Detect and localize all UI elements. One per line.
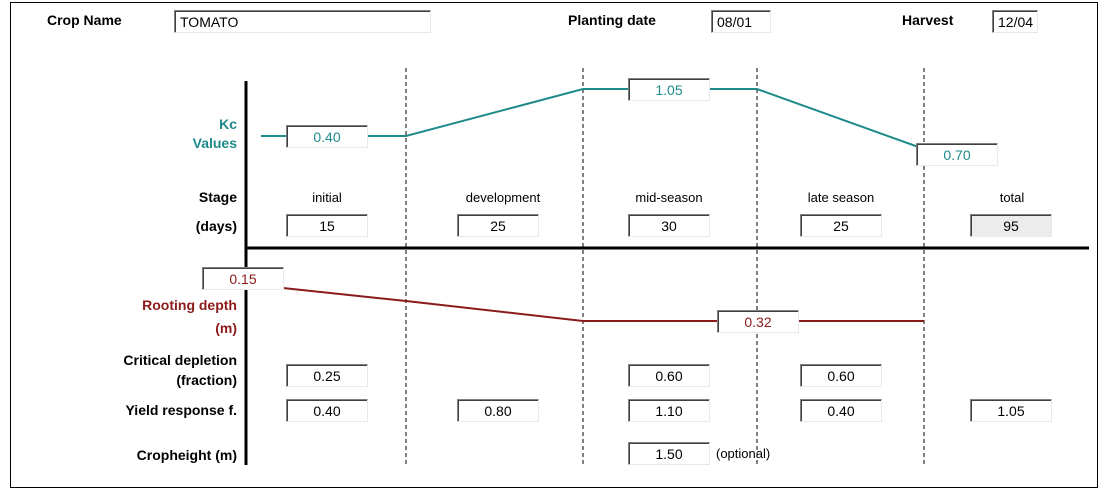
days-late-season-field[interactable]: 25: [800, 214, 882, 237]
stage-name-mid-season: mid-season: [635, 190, 703, 205]
harvest-date-field[interactable]: 12/04: [992, 10, 1038, 33]
kc-values-label-line1: Kc: [219, 116, 237, 132]
yield-response-late-field[interactable]: 0.40: [800, 399, 882, 422]
days-mid-season-field[interactable]: 30: [628, 214, 710, 237]
days-total-field: 95: [970, 214, 1052, 237]
kc-values-label-line2: Values: [192, 135, 237, 151]
rooting-depth-curve: [282, 287, 924, 322]
harvest-label: Harvest: [902, 12, 954, 28]
cropheight-field[interactable]: 1.50: [628, 442, 710, 465]
kc-mid-field[interactable]: 1.05: [628, 78, 710, 101]
planting-date-label: Planting date: [568, 12, 656, 28]
days-development-field[interactable]: 25: [457, 214, 539, 237]
yield-response-total-field[interactable]: 1.05: [970, 399, 1052, 422]
critical-depletion-label: Critical depletion: [123, 352, 237, 368]
kc-initial-field[interactable]: 0.40: [286, 125, 368, 148]
stage-name-total: total: [999, 190, 1025, 205]
rooting-depth-max-field[interactable]: 0.32: [717, 310, 799, 333]
stage-label: Stage: [198, 189, 237, 205]
days-initial-field[interactable]: 15: [286, 214, 368, 237]
yield-response-initial-field[interactable]: 0.40: [286, 399, 368, 422]
kc-end-field[interactable]: 0.70: [916, 143, 998, 166]
crop-name-label: Crop Name: [47, 12, 122, 28]
critical-depletion-unit-label: (fraction): [176, 372, 237, 388]
critical-depletion-late-field[interactable]: 0.60: [800, 364, 882, 387]
rooting-depth-unit-label: (m): [215, 320, 237, 336]
stage-days-label: (days): [195, 218, 237, 234]
critical-depletion-mid-field[interactable]: 0.60: [628, 364, 710, 387]
yield-response-mid-field[interactable]: 1.10: [628, 399, 710, 422]
rooting-depth-label: Rooting depth: [142, 297, 237, 313]
critical-depletion-initial-field[interactable]: 0.25: [286, 364, 368, 387]
cropheight-label: Cropheight (m): [136, 447, 237, 463]
yield-response-development-field[interactable]: 0.80: [457, 399, 539, 422]
yield-response-label: Yield response f.: [125, 402, 237, 418]
rooting-depth-min-field[interactable]: 0.15: [202, 267, 284, 290]
stage-name-development: development: [465, 190, 541, 205]
planting-date-field[interactable]: 08/01: [711, 10, 771, 33]
crop-name-field[interactable]: TOMATO: [174, 10, 431, 33]
stage-name-late-season: late season: [807, 190, 875, 205]
cropheight-optional-note: (optional): [716, 446, 771, 461]
stage-name-initial: initial: [312, 190, 342, 205]
crop-parameters-panel: Crop Name TOMATO Planting date 08/01 Har…: [10, 2, 1098, 488]
